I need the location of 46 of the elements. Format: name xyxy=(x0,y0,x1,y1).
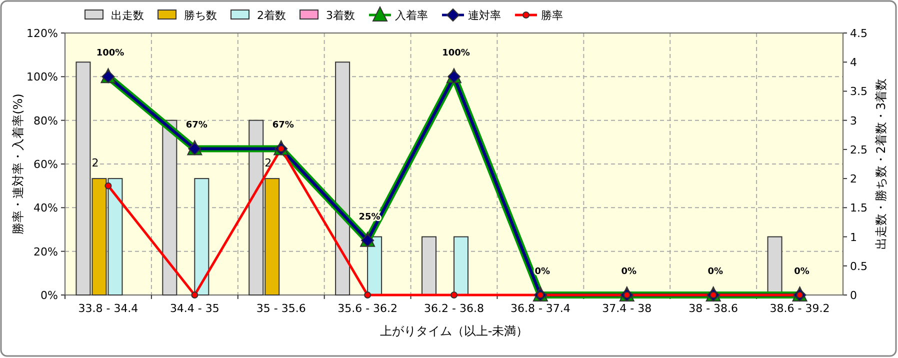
y2-tick-label: 2.5 xyxy=(850,143,868,156)
data-label: 100% xyxy=(96,48,124,59)
legend-label: 連対率 xyxy=(468,9,501,22)
y2-tick-label: 4.5 xyxy=(850,27,868,40)
x-tick-label: 33.8 - 34.4 xyxy=(78,302,138,315)
data-label: 2 xyxy=(92,156,99,170)
y-tick-label: 20% xyxy=(34,245,58,258)
y-tick-label: 40% xyxy=(34,202,58,215)
x-tick-label: 36.2 - 36.8 xyxy=(424,302,484,315)
y-tick-label: 80% xyxy=(34,114,58,128)
legend-label: 勝率 xyxy=(541,9,563,22)
y-tick-label: 60% xyxy=(34,158,58,171)
data-label: 67% xyxy=(272,120,294,131)
y2-tick-label: 0 xyxy=(850,289,857,302)
x-tick-label: 38 - 38.6 xyxy=(688,302,738,315)
y2-tick-label: 1 xyxy=(850,230,857,244)
legend-label: 勝ち数 xyxy=(184,9,217,22)
x-tick-label: 35.6 - 36.2 xyxy=(338,302,398,315)
data-label: 0% xyxy=(708,267,723,277)
data-label: 0% xyxy=(534,267,550,277)
legend-label: 3着数 xyxy=(326,9,355,22)
legend-label: 出走数 xyxy=(111,9,144,22)
y2-tick-label: 4 xyxy=(850,56,857,70)
y2-tick-label: 3.5 xyxy=(850,85,868,98)
y-tick-label: 120% xyxy=(26,27,58,40)
legend-label: 2着数 xyxy=(257,9,286,22)
data-label: 67% xyxy=(186,120,208,131)
y-axis-title: 勝率・連対率・入着率(%) xyxy=(11,94,25,234)
y2-tick-label: 3 xyxy=(850,114,857,128)
data-label: 2 xyxy=(264,156,272,170)
y2-tick-label: 0.5 xyxy=(850,260,868,273)
data-label: 100% xyxy=(442,48,470,59)
x-tick-label: 38.6 - 39.2 xyxy=(770,302,830,315)
y2-axis-title: 出走数・勝ち数・2着数・3着数 xyxy=(874,78,888,250)
data-label: 0% xyxy=(621,267,637,277)
y-tick-label: 0% xyxy=(40,289,58,302)
x-tick-label: 35 - 35.6 xyxy=(256,302,306,315)
y2-tick-label: 1.5 xyxy=(850,202,868,215)
y-tick-label: 100% xyxy=(26,70,58,84)
legend-label: 入着率 xyxy=(395,9,428,22)
x-tick-label: 37.4 - 38 xyxy=(602,302,652,315)
x-axis-title: 上がりタイム（以上-未満） xyxy=(380,324,528,338)
x-tick-label: 36.8 - 37.4 xyxy=(510,302,570,315)
data-label: 0% xyxy=(794,267,810,277)
x-tick-label: 34.4 - 35 xyxy=(170,302,220,315)
y2-tick-label: 2 xyxy=(850,172,857,186)
